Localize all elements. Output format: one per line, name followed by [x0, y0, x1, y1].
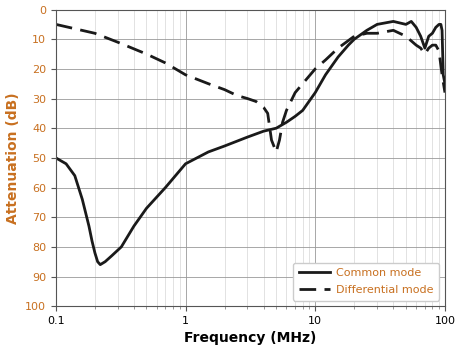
- Differential mode: [374, 31, 380, 35]
- Differential mode: [414, 43, 419, 47]
- Differential mode: [335, 46, 341, 50]
- X-axis label: Frequency (MHz): Frequency (MHz): [184, 331, 317, 345]
- Common mode: [313, 91, 318, 95]
- Differential mode: [426, 46, 431, 50]
- Common mode: [144, 206, 149, 210]
- Common mode: [63, 162, 69, 166]
- Common mode: [364, 28, 370, 32]
- Differential mode: [254, 99, 259, 104]
- Differential mode: [269, 138, 274, 142]
- Differential mode: [418, 46, 424, 50]
- Common mode: [433, 25, 438, 29]
- Differential mode: [430, 43, 435, 47]
- Common mode: [418, 34, 424, 38]
- Common mode: [374, 22, 380, 26]
- Common mode: [414, 25, 419, 29]
- Common mode: [438, 22, 443, 26]
- Common mode: [352, 37, 357, 41]
- Differential mode: [183, 73, 188, 77]
- Differential mode: [352, 34, 357, 38]
- Common mode: [80, 197, 85, 201]
- Line: Common mode: Common mode: [56, 21, 445, 265]
- Common mode: [131, 224, 137, 228]
- Common mode: [284, 120, 289, 124]
- Common mode: [323, 73, 328, 77]
- Common mode: [206, 150, 211, 154]
- Differential mode: [403, 34, 408, 38]
- Differential mode: [323, 58, 328, 62]
- Common mode: [222, 144, 227, 148]
- Common mode: [109, 254, 114, 258]
- Common mode: [245, 135, 250, 139]
- Differential mode: [439, 73, 445, 77]
- Common mode: [72, 173, 77, 178]
- Common mode: [430, 31, 435, 35]
- Common mode: [118, 245, 124, 249]
- Differential mode: [144, 52, 149, 56]
- Differential mode: [284, 108, 289, 113]
- Common mode: [439, 28, 445, 32]
- Common mode: [440, 73, 446, 77]
- Differential mode: [92, 31, 98, 35]
- Differential mode: [245, 97, 250, 101]
- Differential mode: [292, 91, 298, 95]
- Differential mode: [234, 93, 240, 98]
- Common mode: [163, 185, 168, 190]
- Common mode: [403, 22, 408, 26]
- Differential mode: [273, 150, 279, 154]
- Common mode: [86, 224, 92, 228]
- Differential mode: [300, 81, 306, 86]
- Differential mode: [364, 31, 370, 35]
- Differential mode: [280, 120, 285, 124]
- Common mode: [408, 19, 414, 24]
- Differential mode: [163, 61, 168, 65]
- Differential mode: [115, 40, 120, 44]
- Common mode: [426, 34, 431, 38]
- Differential mode: [265, 111, 271, 115]
- Differential mode: [206, 81, 211, 86]
- Differential mode: [422, 52, 428, 56]
- Common mode: [346, 43, 351, 47]
- Differential mode: [277, 138, 282, 142]
- Differential mode: [261, 105, 266, 110]
- Common mode: [390, 19, 396, 24]
- Common mode: [442, 81, 448, 86]
- Common mode: [102, 260, 108, 264]
- Legend: Common mode, Differential mode: Common mode, Differential mode: [293, 263, 439, 300]
- Common mode: [53, 156, 59, 160]
- Common mode: [436, 22, 442, 26]
- Common mode: [292, 114, 298, 118]
- Common mode: [422, 46, 428, 50]
- Common mode: [92, 251, 98, 255]
- Line: Differential mode: Differential mode: [56, 24, 445, 152]
- Common mode: [95, 260, 100, 264]
- Common mode: [97, 263, 103, 267]
- Common mode: [261, 129, 266, 133]
- Differential mode: [222, 87, 227, 92]
- Common mode: [183, 162, 188, 166]
- Differential mode: [53, 22, 59, 26]
- Common mode: [273, 126, 279, 130]
- Differential mode: [390, 28, 396, 32]
- Common mode: [300, 108, 306, 113]
- Differential mode: [433, 43, 438, 47]
- Differential mode: [442, 91, 448, 95]
- Differential mode: [436, 49, 442, 53]
- Common mode: [89, 239, 95, 243]
- Y-axis label: Attenuation (dB): Attenuation (dB): [6, 92, 19, 224]
- Differential mode: [313, 67, 318, 71]
- Common mode: [335, 55, 341, 59]
